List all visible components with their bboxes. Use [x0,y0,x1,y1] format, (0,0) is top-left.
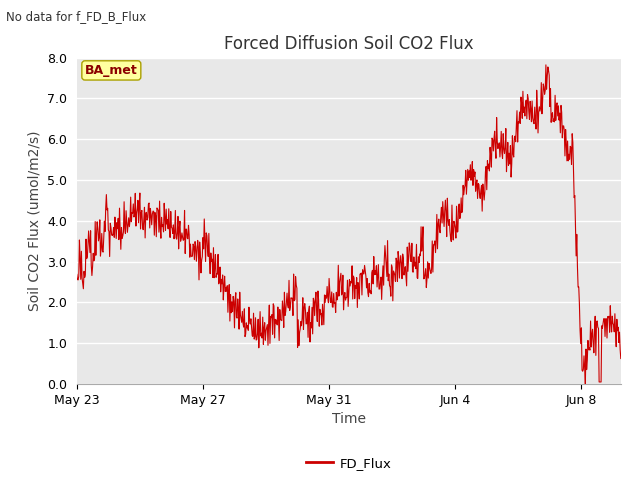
Legend: FD_Flux: FD_Flux [301,452,397,475]
Title: Forced Diffusion Soil CO2 Flux: Forced Diffusion Soil CO2 Flux [224,35,474,53]
X-axis label: Time: Time [332,412,366,426]
Text: No data for f_FD_B_Flux: No data for f_FD_B_Flux [6,10,147,23]
Text: BA_met: BA_met [85,64,138,77]
Y-axis label: Soil CO2 Flux (umol/m2/s): Soil CO2 Flux (umol/m2/s) [28,131,42,311]
